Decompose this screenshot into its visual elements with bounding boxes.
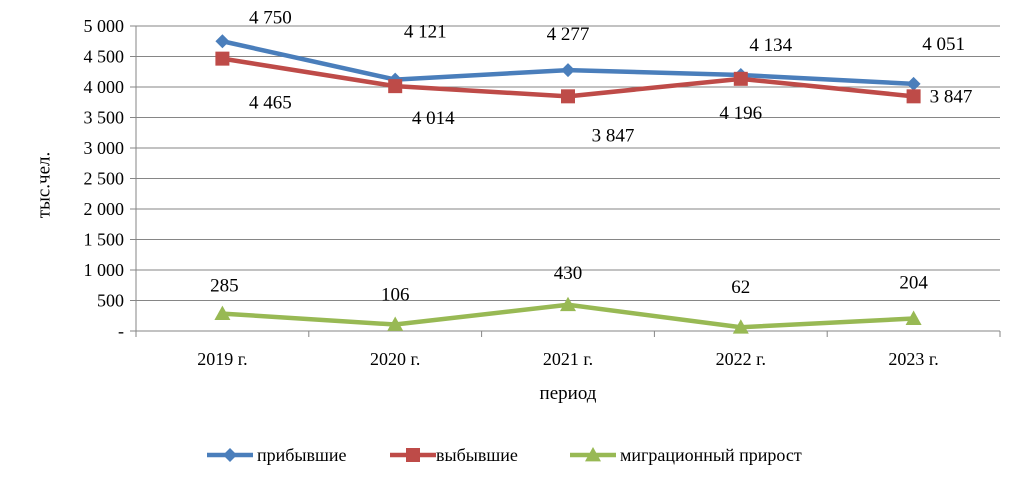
data-label-departures: 4 014 bbox=[412, 108, 455, 129]
series-lines bbox=[214, 34, 922, 334]
legend-label: миграционный прирост bbox=[620, 445, 802, 465]
data-point-departures bbox=[906, 89, 921, 104]
data-point-arrivals bbox=[561, 63, 575, 78]
data-label-migration-growth: 204 bbox=[899, 273, 928, 294]
legend-item-migration-growth: миграционный прирост bbox=[570, 445, 802, 465]
x-tick-label: 2020 г. bbox=[370, 349, 420, 369]
data-label-migration-growth: 62 bbox=[731, 277, 750, 298]
data-label-migration-growth: 285 bbox=[210, 276, 239, 297]
axes: - 500 1 000 1 500 2 000 2 500 3 000 3 500 4 000 4… bbox=[84, 16, 1001, 369]
y-tick-label: 1 500 bbox=[84, 230, 125, 250]
legend-swatch-marker bbox=[406, 448, 420, 462]
data-point-migration-growth bbox=[732, 319, 749, 334]
data-point-arrivals bbox=[215, 34, 230, 49]
data-point-migration-growth bbox=[905, 310, 922, 325]
data-point-migration-growth bbox=[387, 316, 404, 331]
data-label-migration-growth: 106 bbox=[381, 285, 410, 306]
data-point-departures bbox=[388, 79, 403, 94]
x-tick-label: 2019 г. bbox=[197, 349, 247, 369]
series-line-arrivals bbox=[220, 39, 916, 87]
y-tick-label: 3 000 bbox=[84, 138, 125, 158]
data-point-departures bbox=[733, 71, 748, 86]
legend-item-departures: выбывшие bbox=[390, 445, 518, 465]
legend-swatch-marker bbox=[223, 448, 237, 462]
data-label-arrivals: 4 134 bbox=[749, 35, 792, 56]
x-axis-title: период bbox=[540, 383, 597, 404]
data-label-arrivals: 4 051 bbox=[922, 34, 965, 55]
y-tick-label: 3 500 bbox=[84, 108, 125, 128]
data-labels: 4 750 4 121 4 277 4 134 4 051 4 465 4 014 3 847… bbox=[210, 7, 972, 305]
data-label-departures: 4 196 bbox=[719, 103, 762, 124]
y-tick-label: 2 500 bbox=[84, 169, 125, 189]
y-tick-label: 500 bbox=[97, 291, 124, 311]
data-point-migration-growth bbox=[560, 296, 576, 312]
x-tick-label: 2021 г. bbox=[543, 349, 593, 369]
legend: прибывшие выбывшие миграционный прирост bbox=[207, 445, 802, 465]
data-label-departures: 3 847 bbox=[592, 125, 635, 146]
legend-swatch-marker bbox=[585, 447, 601, 462]
data-point-arrivals bbox=[906, 76, 921, 91]
y-tick-label: 5 000 bbox=[84, 16, 125, 36]
y-tick-label: - bbox=[118, 321, 124, 341]
y-tick-label: 1 000 bbox=[84, 260, 125, 280]
data-label-arrivals: 4 121 bbox=[404, 22, 447, 43]
legend-label: прибывшие bbox=[257, 445, 347, 465]
x-tick-label: 2022 г. bbox=[716, 349, 766, 369]
y-tick-label: 4 500 bbox=[84, 47, 125, 67]
data-point-departures bbox=[215, 51, 230, 66]
y-tick-label: 4 000 bbox=[84, 77, 125, 97]
data-label-arrivals: 4 750 bbox=[249, 7, 292, 28]
y-tick-label: 2 000 bbox=[84, 199, 125, 219]
x-tick-label: 2023 г. bbox=[888, 349, 938, 369]
data-label-arrivals: 4 277 bbox=[547, 24, 590, 45]
y-axis-title: тыс.чел. bbox=[33, 152, 54, 218]
data-label-migration-growth: 430 bbox=[554, 263, 583, 284]
data-point-departures bbox=[561, 89, 575, 104]
legend-item-arrivals: прибывшие bbox=[207, 445, 347, 465]
data-label-departures: 3 847 bbox=[930, 86, 973, 107]
data-point-migration-growth bbox=[214, 305, 231, 321]
gridlines bbox=[136, 25, 1000, 301]
data-label-departures: 4 465 bbox=[249, 93, 292, 114]
legend-label: выбывшие bbox=[436, 445, 518, 465]
